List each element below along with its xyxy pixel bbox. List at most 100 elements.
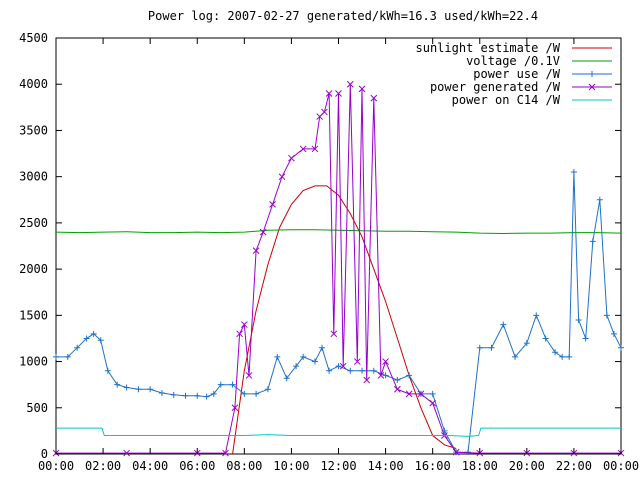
data-point xyxy=(217,381,224,388)
data-point xyxy=(269,201,276,208)
legend-label: power on C14 /W xyxy=(452,93,561,107)
data-point xyxy=(335,363,342,370)
data-point xyxy=(618,344,624,351)
data-point xyxy=(610,330,617,337)
legend-label: power use /W xyxy=(473,67,560,81)
x-tick-label: 04:00 xyxy=(132,459,168,473)
data-point xyxy=(311,145,319,153)
series-line xyxy=(56,171,622,453)
legend-label: voltage /0.1V xyxy=(466,54,560,68)
data-point xyxy=(523,340,530,347)
data-point xyxy=(359,367,366,374)
data-point xyxy=(382,372,389,379)
y-tick-label: 0 xyxy=(41,447,48,461)
data-point xyxy=(330,330,338,338)
data-point xyxy=(370,367,377,374)
data-point xyxy=(488,344,495,351)
data-point xyxy=(229,381,236,388)
data-point xyxy=(231,404,239,412)
data-point xyxy=(252,247,260,254)
series-power-use-w xyxy=(53,169,624,456)
data-point xyxy=(363,376,371,384)
data-point xyxy=(542,335,549,342)
data-point xyxy=(353,358,361,365)
data-point xyxy=(64,353,71,360)
data-point xyxy=(300,353,307,360)
data-point xyxy=(566,353,573,360)
data-point xyxy=(325,90,333,97)
data-point xyxy=(358,85,366,93)
x-tick-label: 00:00 xyxy=(38,459,74,473)
legend-label: sunlight estimate /W xyxy=(416,41,561,55)
data-point xyxy=(596,196,603,203)
x-tick-label: 22:00 xyxy=(556,459,592,473)
data-point xyxy=(264,386,271,393)
data-point xyxy=(283,375,290,382)
data-point xyxy=(278,173,286,181)
data-point xyxy=(321,108,328,116)
data-point xyxy=(222,449,229,457)
data-point xyxy=(240,321,248,328)
data-point xyxy=(476,344,483,351)
data-point xyxy=(203,393,210,400)
data-point xyxy=(429,399,437,407)
data-point xyxy=(346,80,354,88)
data-point xyxy=(245,372,253,379)
data-point xyxy=(552,349,559,356)
data-point xyxy=(452,448,460,456)
data-point xyxy=(405,390,413,398)
series-voltage-0-1v xyxy=(55,229,622,235)
data-point xyxy=(97,337,104,344)
y-tick-label: 1500 xyxy=(19,308,48,322)
data-point xyxy=(335,90,342,97)
x-tick-label: 20:00 xyxy=(509,459,545,473)
data-point xyxy=(194,392,201,399)
data-point xyxy=(288,154,295,162)
y-tick-label: 4000 xyxy=(19,77,48,91)
data-point xyxy=(319,344,326,351)
data-point xyxy=(253,390,260,397)
data-point xyxy=(311,358,318,365)
x-tick-label: 00:00 xyxy=(603,459,639,473)
data-point xyxy=(582,335,589,342)
data-point xyxy=(370,94,378,102)
data-point xyxy=(394,385,401,393)
data-point xyxy=(570,169,577,176)
data-point xyxy=(182,392,189,399)
data-point xyxy=(135,386,142,393)
x-tick-label: 08:00 xyxy=(226,459,262,473)
data-point xyxy=(293,363,300,370)
y-tick-label: 1000 xyxy=(19,355,48,369)
series-power-generated-w xyxy=(52,80,625,457)
data-point xyxy=(533,312,540,319)
series-line xyxy=(56,427,621,437)
x-tick-label: 16:00 xyxy=(415,459,451,473)
data-point xyxy=(339,362,347,370)
data-point xyxy=(83,335,90,342)
data-point xyxy=(53,353,59,360)
x-tick-label: 02:00 xyxy=(85,459,121,473)
data-point xyxy=(406,372,413,379)
y-tick-label: 2000 xyxy=(19,262,48,276)
data-point xyxy=(74,344,81,351)
x-tick-label: 18:00 xyxy=(462,459,498,473)
data-point xyxy=(500,321,507,328)
data-point xyxy=(104,367,111,374)
data-point xyxy=(259,228,267,236)
data-point xyxy=(417,390,425,398)
data-point xyxy=(114,381,121,388)
data-point xyxy=(394,377,401,384)
data-point xyxy=(377,372,385,379)
data-point xyxy=(512,353,519,360)
chart-title: Power log: 2007-02-27 generated/kWh=16.3… xyxy=(148,9,538,23)
data-point xyxy=(90,330,97,337)
data-point xyxy=(588,83,596,91)
data-point xyxy=(158,389,165,396)
data-point xyxy=(299,145,307,153)
data-point xyxy=(559,353,566,360)
data-point xyxy=(170,391,177,398)
data-point xyxy=(589,238,596,245)
series-line xyxy=(55,229,622,235)
